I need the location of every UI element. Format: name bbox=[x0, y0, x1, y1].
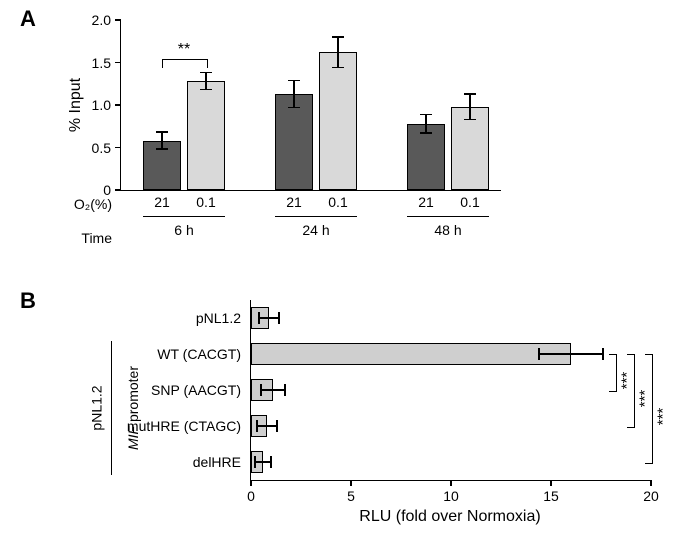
panel-a-errorbar bbox=[425, 114, 427, 133]
panel-a-o2-rowlabel: O₂(%) bbox=[62, 196, 112, 212]
panel-a-o2-label: 21 bbox=[154, 194, 170, 210]
panel-b-group-label-2: MIF promoter bbox=[125, 366, 141, 450]
panel-a-errorcap bbox=[332, 36, 344, 38]
panel-b-errorcap bbox=[270, 456, 272, 468]
panel-a-ylabel: % Input bbox=[67, 78, 85, 132]
panel-b-errorbar bbox=[261, 389, 285, 391]
panel-a-o2-label: 0.1 bbox=[196, 194, 215, 210]
panel-b-errorcap bbox=[258, 312, 260, 324]
panel-a-o2-label: 0.1 bbox=[328, 194, 347, 210]
panel-a-errorbar bbox=[469, 94, 471, 120]
panel-a-o2-label: 21 bbox=[286, 194, 302, 210]
panel-b-rowlabel: WT (CACGT) bbox=[157, 346, 241, 362]
panel-a-yticklabel: 2.0 bbox=[92, 12, 111, 28]
panel-a-time-underline bbox=[407, 216, 489, 217]
panel-b-errorbar bbox=[539, 353, 603, 355]
panel-a-ytick bbox=[115, 62, 121, 64]
panel-a-sig-bracket bbox=[162, 59, 208, 68]
panel-a-yticklabel: 0.5 bbox=[92, 140, 111, 156]
panel-a-axes: 00.51.01.52.0210.16 h**210.124 h210.148 … bbox=[120, 20, 501, 191]
panel-b-xtick bbox=[650, 480, 652, 486]
panel-b-xticklabel: 0 bbox=[247, 488, 255, 504]
panel-a-errorcap bbox=[464, 93, 476, 95]
panel-b-sig-bracket bbox=[609, 354, 617, 392]
panel-b-rowlabel: SNP (AACGT) bbox=[151, 382, 241, 398]
panel-a-bar bbox=[319, 52, 357, 190]
panel-b-errorcap bbox=[260, 384, 262, 396]
panel-a-yticklabel: 1.0 bbox=[92, 97, 111, 113]
panel-a-errorcap bbox=[288, 80, 300, 82]
panel-a-time-underline bbox=[275, 216, 357, 217]
panel-a-ytick bbox=[115, 104, 121, 106]
panel-b-errorcap bbox=[256, 420, 258, 432]
panel-a-errorcap bbox=[464, 119, 476, 121]
panel-a-ytick bbox=[115, 19, 121, 21]
panel-b-xtick bbox=[550, 480, 552, 486]
panel-b-axes: 05101520pNL1.2WT (CACGT)SNP (AACGT)mutHR… bbox=[250, 300, 651, 481]
panel-b-errorcap bbox=[254, 456, 256, 468]
panel-a-label: A bbox=[20, 6, 36, 32]
panel-b-rowlabel: mutHRE (CTAGC) bbox=[127, 418, 241, 434]
panel-b-xtick bbox=[250, 480, 252, 486]
panel-a-errorcap bbox=[420, 132, 432, 134]
panel-a-time-label: 48 h bbox=[434, 222, 461, 238]
panel-a-ytick bbox=[115, 147, 121, 149]
panel-a-o2-label: 0.1 bbox=[460, 194, 479, 210]
panel-a-errorcap bbox=[156, 131, 168, 133]
panel-a-bar bbox=[187, 81, 225, 190]
panel-b-xticklabel: 15 bbox=[543, 488, 559, 504]
panel-b-rowlabel: delHRE bbox=[193, 454, 241, 470]
panel-a-errorcap bbox=[156, 148, 168, 150]
panel-a-bar bbox=[275, 94, 313, 190]
panel-b-errorbar bbox=[259, 317, 279, 319]
panel-b-bar bbox=[251, 343, 571, 365]
panel-a-errorcap bbox=[200, 89, 212, 91]
panel-b-sig-label: *** bbox=[655, 408, 672, 426]
panel-b-errorcap bbox=[276, 420, 278, 432]
panel-a-errorcap bbox=[288, 107, 300, 109]
panel-a-errorbar bbox=[337, 37, 339, 68]
panel-b-chart: 05101520pNL1.2WT (CACGT)SNP (AACGT)mutHR… bbox=[250, 300, 650, 480]
panel-b-errorbar bbox=[255, 461, 271, 463]
panel-b-xlabel: RLU (fold over Normoxia) bbox=[359, 508, 540, 526]
panel-b-xtick bbox=[450, 480, 452, 486]
panel-b-rowlabel: pNL1.2 bbox=[196, 310, 241, 326]
panel-a-errorcap bbox=[420, 114, 432, 116]
panel-a-time-label: 6 h bbox=[174, 222, 193, 238]
panel-a-errorbar bbox=[293, 80, 295, 107]
panel-a-errorcap bbox=[332, 67, 344, 69]
panel-a-ytick bbox=[115, 189, 121, 191]
panel-b-errorbar bbox=[257, 425, 277, 427]
panel-b-errorcap bbox=[602, 348, 604, 360]
panel-b-label: B bbox=[20, 288, 36, 314]
panel-a-o2-label: 21 bbox=[418, 194, 434, 210]
panel-a-chart: 00.51.01.52.0210.16 h**210.124 h210.148 … bbox=[120, 20, 500, 190]
panel-b-xticklabel: 20 bbox=[643, 488, 659, 504]
panel-b-errorcap bbox=[284, 384, 286, 396]
panel-b-group-label-1: pNL1.2 bbox=[89, 385, 105, 430]
panel-b-xticklabel: 5 bbox=[347, 488, 355, 504]
panel-a-errorbar bbox=[205, 73, 207, 90]
panel-b-errorcap bbox=[538, 348, 540, 360]
panel-a-sig-label: ** bbox=[178, 41, 190, 59]
panel-b-xtick bbox=[350, 480, 352, 486]
figure: A 00.51.01.52.0210.16 h**210.124 h210.14… bbox=[0, 0, 700, 540]
panel-a-errorbar bbox=[161, 132, 163, 149]
panel-b-group-line bbox=[111, 341, 112, 475]
panel-b-sig-bracket bbox=[645, 354, 653, 464]
panel-a-time-rowlabel: Time bbox=[62, 230, 112, 246]
panel-a-time-underline bbox=[143, 216, 225, 217]
panel-b-xticklabel: 10 bbox=[443, 488, 459, 504]
panel-a-errorcap bbox=[200, 72, 212, 74]
panel-b-errorcap bbox=[278, 312, 280, 324]
panel-a-yticklabel: 1.5 bbox=[92, 55, 111, 71]
panel-b-sig-bracket bbox=[627, 354, 635, 428]
panel-a-time-label: 24 h bbox=[302, 222, 329, 238]
